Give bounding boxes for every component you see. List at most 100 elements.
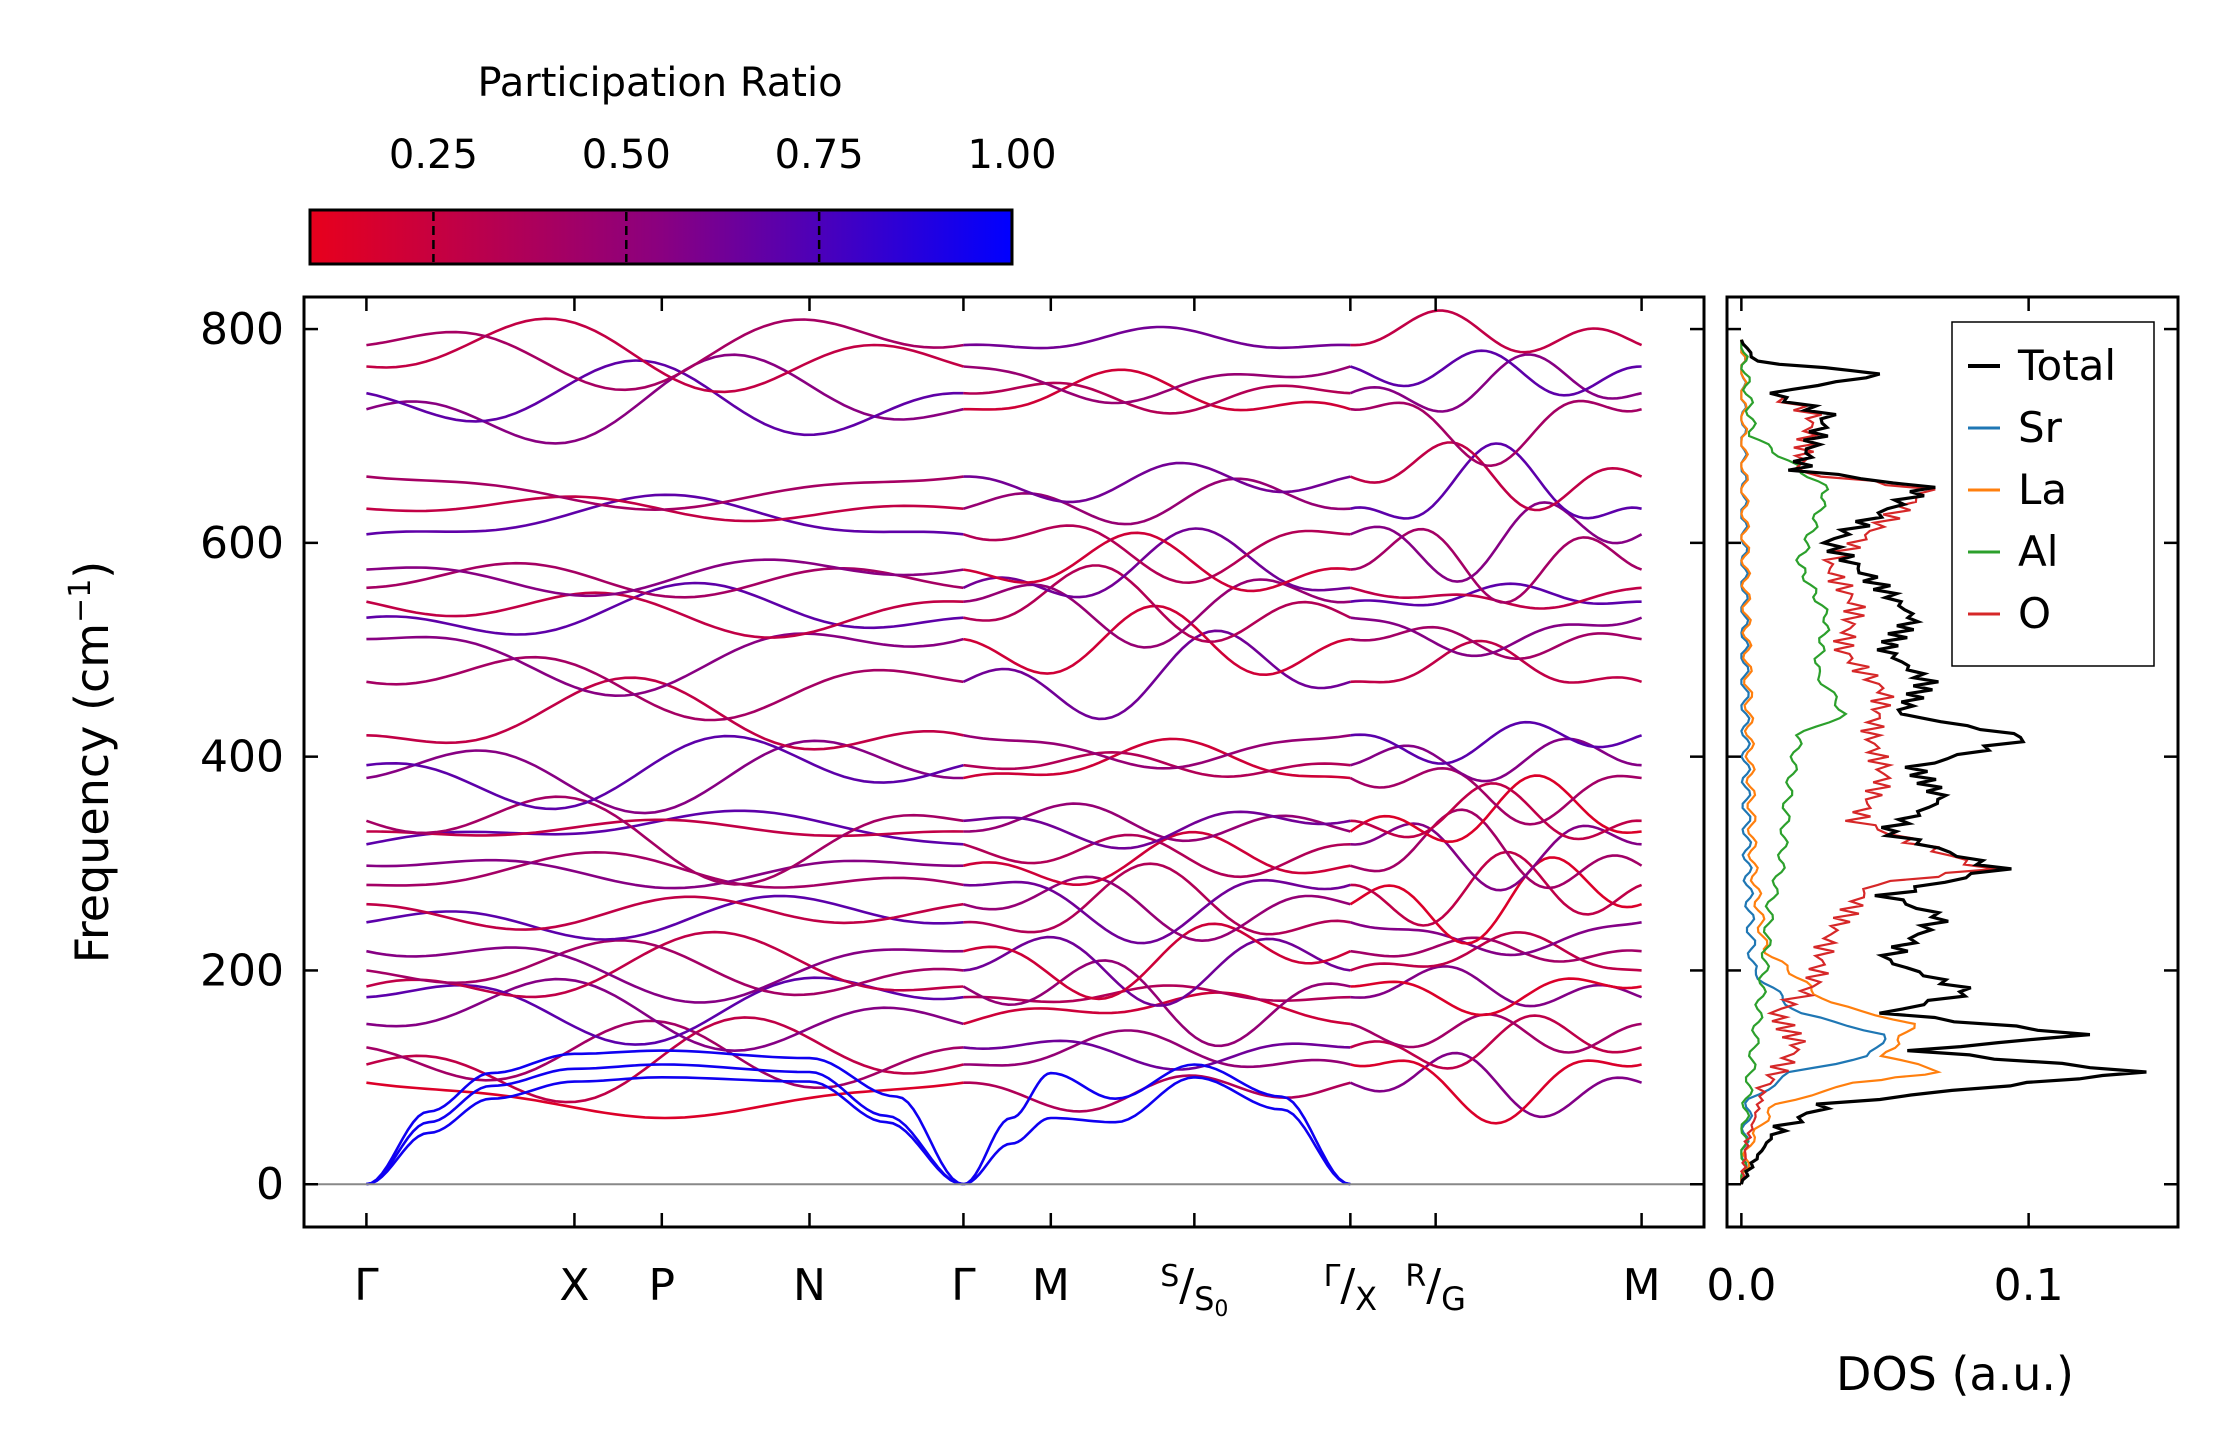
- acoustic-3: [366, 1049, 964, 1186]
- dos-series-sr: [1740, 339, 1887, 1185]
- optical-branch: [963, 810, 1351, 850]
- optical-branch: [1349, 441, 1643, 512]
- colorbar-title: Participation Ratio: [477, 60, 842, 106]
- dos-series-la: [1740, 339, 1943, 1185]
- optical-branch: [963, 578, 1351, 649]
- optical-branch: [1350, 309, 1643, 354]
- optical-branch: [1350, 399, 1642, 468]
- legend-label: O: [2018, 589, 2051, 638]
- dos-x-tick-label: 0.0: [1706, 1260, 1776, 1311]
- dos-y-ticks: [1727, 327, 2178, 1186]
- optical-branch: [963, 461, 1351, 504]
- optical-branch: [366, 939, 964, 997]
- optical-branch: [1349, 931, 1642, 972]
- optical-branch: [366, 1019, 964, 1090]
- dos-frame: [1725, 295, 2180, 1229]
- optical-branch: [1350, 616, 1643, 658]
- optical-branch: [366, 946, 964, 1004]
- optical-branch: [366, 581, 964, 636]
- optical-branch: [1349, 501, 1643, 583]
- legend: Total Sr La Al O: [1951, 321, 2155, 667]
- optical-branch: [1349, 353, 1642, 413]
- optical-branch: [366, 493, 964, 536]
- colorbar-tick-label: 0.25: [389, 132, 478, 178]
- y-axis-ticks: 0 200 400 600 800: [200, 304, 1704, 1210]
- optical-branch: [963, 564, 1351, 644]
- optical-branch: [963, 604, 1351, 677]
- y-tick-label: 0: [256, 1159, 284, 1210]
- legend-label: Total: [2017, 341, 2116, 390]
- optical-branch: [1350, 582, 1642, 607]
- dos-x-axis-label: DOS (a.u.): [1836, 1347, 2074, 1401]
- band-frame: [302, 295, 1706, 1229]
- optical-branch: [366, 1081, 964, 1120]
- optical-branch: [1349, 349, 1642, 397]
- optical-branch: [963, 368, 1351, 412]
- x-tick-label: Γ/X: [1324, 1259, 1377, 1318]
- colorbar-tick-label: 1.00: [967, 132, 1056, 178]
- optical-branch: [366, 858, 964, 890]
- optical-branch: [366, 359, 964, 437]
- x-tick-label: N: [793, 1260, 826, 1311]
- optical-branch: [366, 655, 964, 722]
- optical-branch: [1350, 977, 1642, 1017]
- acoustic-4: [963, 1063, 1351, 1186]
- optical-branch: [963, 875, 1351, 943]
- optical-branch: [366, 734, 964, 811]
- optical-branch: [1349, 1014, 1642, 1070]
- x-tick-label: P: [649, 1260, 676, 1311]
- optical-branch: [366, 475, 964, 512]
- dos-panel: 0.0 0.1 DOS (a.u.) Total Sr La Al O: [1706, 295, 2180, 1401]
- band-structure-panel: 0 200 400 600 800 Γ X P N Γ M S/S0 Γ/X R/G M Frequenc…: [63, 295, 1706, 1322]
- optical-branch: [1350, 586, 1642, 610]
- optical-branch: [963, 734, 1351, 770]
- acoustic-5: [963, 1075, 1351, 1186]
- x-tick-label: Γ: [951, 1260, 976, 1311]
- optical-branch: [1349, 856, 1643, 945]
- y-tick-label: 400: [200, 732, 284, 783]
- optical-branch: [962, 959, 1351, 1048]
- y-tick-label: 800: [200, 304, 284, 355]
- optical-branch: [366, 591, 964, 639]
- optical-branch: [963, 862, 1351, 936]
- optical-branch: [366, 353, 964, 445]
- optical-branch: [1350, 850, 1643, 927]
- dos-series-total: [1739, 339, 2147, 1185]
- optical-branch: [1350, 822, 1642, 892]
- optical-branch: [963, 365, 1351, 405]
- optical-branch: [366, 632, 964, 698]
- colorbar-tick-label: 0.75: [775, 132, 864, 178]
- optical-branch: [1350, 442, 1642, 520]
- optical-branch: [1350, 782, 1642, 841]
- optical-branch: [365, 795, 964, 886]
- legend-label: La: [2018, 465, 2067, 514]
- optical-branch: [963, 984, 1351, 1004]
- optical-branch: [1350, 527, 1643, 604]
- legend-box: [1951, 321, 2155, 667]
- optical-branch: [963, 830, 1351, 886]
- x-tick-label: M: [1623, 1260, 1661, 1311]
- optical-branch: [366, 317, 964, 394]
- legend-label: Sr: [2018, 403, 2063, 452]
- optical-branch: [1350, 1012, 1642, 1054]
- optical-branch: [366, 1016, 964, 1104]
- dos-series-al: [1740, 339, 1848, 1185]
- optical-branch: [963, 802, 1351, 843]
- optical-branch: [1350, 936, 1642, 963]
- optical-branch: [366, 850, 964, 889]
- colorbar: Participation Ratio 0.25 0.50 0.75 1.00: [308, 60, 1057, 266]
- optical-branch: [963, 737, 1351, 780]
- optical-branch: [1350, 921, 1642, 957]
- optical-branch: [1350, 965, 1643, 1008]
- colorbar-gradient: [308, 208, 1014, 266]
- legend-label: Al: [2018, 527, 2058, 576]
- dos-x-tick-label: 0.1: [1994, 1260, 2064, 1311]
- optical-branch: [963, 1039, 1351, 1071]
- x-tick-label: M: [1032, 1260, 1070, 1311]
- band-lines: [365, 309, 1643, 1186]
- optical-branch: [963, 922, 1351, 1001]
- y-axis-label: Frequency (cm−1): [63, 561, 119, 964]
- x-tick-label: R/G: [1405, 1259, 1465, 1318]
- colorbar-tick-label: 0.50: [582, 132, 671, 178]
